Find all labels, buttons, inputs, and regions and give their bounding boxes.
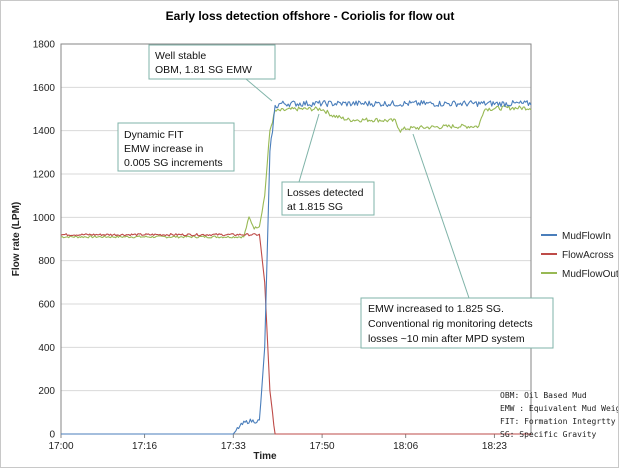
annotation-line: at 1.815 SG <box>287 201 343 213</box>
legend-label: MudFlowIn <box>562 231 611 242</box>
annotation-line: 0.005 SG increments <box>124 157 223 169</box>
x-tick-label: 17:33 <box>221 441 246 452</box>
y-tick-label: 800 <box>38 256 55 267</box>
note-line: OBM: Oil Based Mud <box>500 391 587 400</box>
annotation-line: Losses detected <box>287 187 364 199</box>
x-tick-labels: 17:00 17:16 17:33 17:50 18:06 18:23 <box>48 434 507 452</box>
legend-label: MudFlowOut <box>562 269 618 280</box>
abbreviation-notes: OBM: Oil Based Mud EMW : Equivalent Mud … <box>500 391 618 439</box>
annotation-emw-increased: EMW increased to 1.825 SG. Conventional … <box>360 133 554 349</box>
annotation-dynamic-fit: Dynamic FIT EMW increase in 0.005 SG inc… <box>117 122 235 172</box>
annotation-line: OBM, 1.81 SG EMW <box>155 64 252 76</box>
annotation-line: Dynamic FIT <box>124 129 184 141</box>
y-tick-label: 400 <box>38 343 55 354</box>
annotation-losses-detected: Losses detected at 1.815 SG <box>281 113 375 216</box>
y-tick-label: 1000 <box>33 213 56 224</box>
y-tick-label: 600 <box>38 300 55 311</box>
series-layer <box>60 100 532 435</box>
y-tick-label: 1600 <box>33 83 56 94</box>
legend: MudFlowIn FlowAcross MudFlowOut <box>541 231 618 280</box>
annotation-leader <box>298 113 320 183</box>
series-line-flowacross <box>60 233 531 435</box>
annotation-box <box>148 44 276 80</box>
y-tick-label: 1400 <box>33 126 56 137</box>
chart-title: Early loss detection offshore - Coriolis… <box>166 9 455 23</box>
x-tick-label: 17:16 <box>132 441 157 452</box>
legend-item-mudflowout: MudFlowOut <box>541 269 618 280</box>
annotation-box <box>360 297 554 349</box>
y-tick-label: 1200 <box>33 170 56 181</box>
x-tick-label: 18:23 <box>482 441 507 452</box>
note-line: SG: Specific Gravity <box>500 430 597 439</box>
x-tick-label: 17:50 <box>310 441 335 452</box>
y-tick-label: 1800 <box>33 40 56 51</box>
plot-area-border <box>60 43 532 435</box>
annotation-box <box>281 181 375 216</box>
y-tick-labels: 0 200 400 600 800 1000 1200 1400 1600 1800 <box>33 40 56 441</box>
y-axis-title: Flow rate (LPM) <box>11 202 22 276</box>
x-tick-label: 17:00 <box>48 441 73 452</box>
annotation-box <box>117 122 235 172</box>
annotation-leader <box>245 78 273 102</box>
x-axis-title: Time <box>253 451 277 462</box>
annotation-leader <box>412 133 470 299</box>
legend-item-mudflowin: MudFlowIn <box>541 231 611 242</box>
series-line-mudflowin <box>61 100 532 435</box>
annotation-line: Well stable <box>155 50 206 62</box>
y-tick-label: 200 <box>38 386 55 397</box>
y-tick-label: 0 <box>49 430 55 441</box>
annotation-well-stable: Well stable OBM, 1.81 SG EMW <box>148 44 276 102</box>
legend-item-flowacross: FlowAcross <box>541 250 614 261</box>
legend-label: FlowAcross <box>562 250 614 261</box>
annotation-line: EMW increase in <box>124 143 204 155</box>
annotation-line: losses ~10 min after MPD system <box>368 333 525 345</box>
note-line: FIT: Formation Integrtty Test <box>500 417 618 426</box>
annotation-line: Conventional rig monitoring detects <box>368 318 533 330</box>
series-line-mudflowout <box>60 105 532 239</box>
annotation-line: EMW increased to 1.825 SG. <box>368 303 504 315</box>
x-tick-label: 18:06 <box>393 441 418 452</box>
note-line: EMW : Equivalent Mud Weight <box>500 404 618 413</box>
